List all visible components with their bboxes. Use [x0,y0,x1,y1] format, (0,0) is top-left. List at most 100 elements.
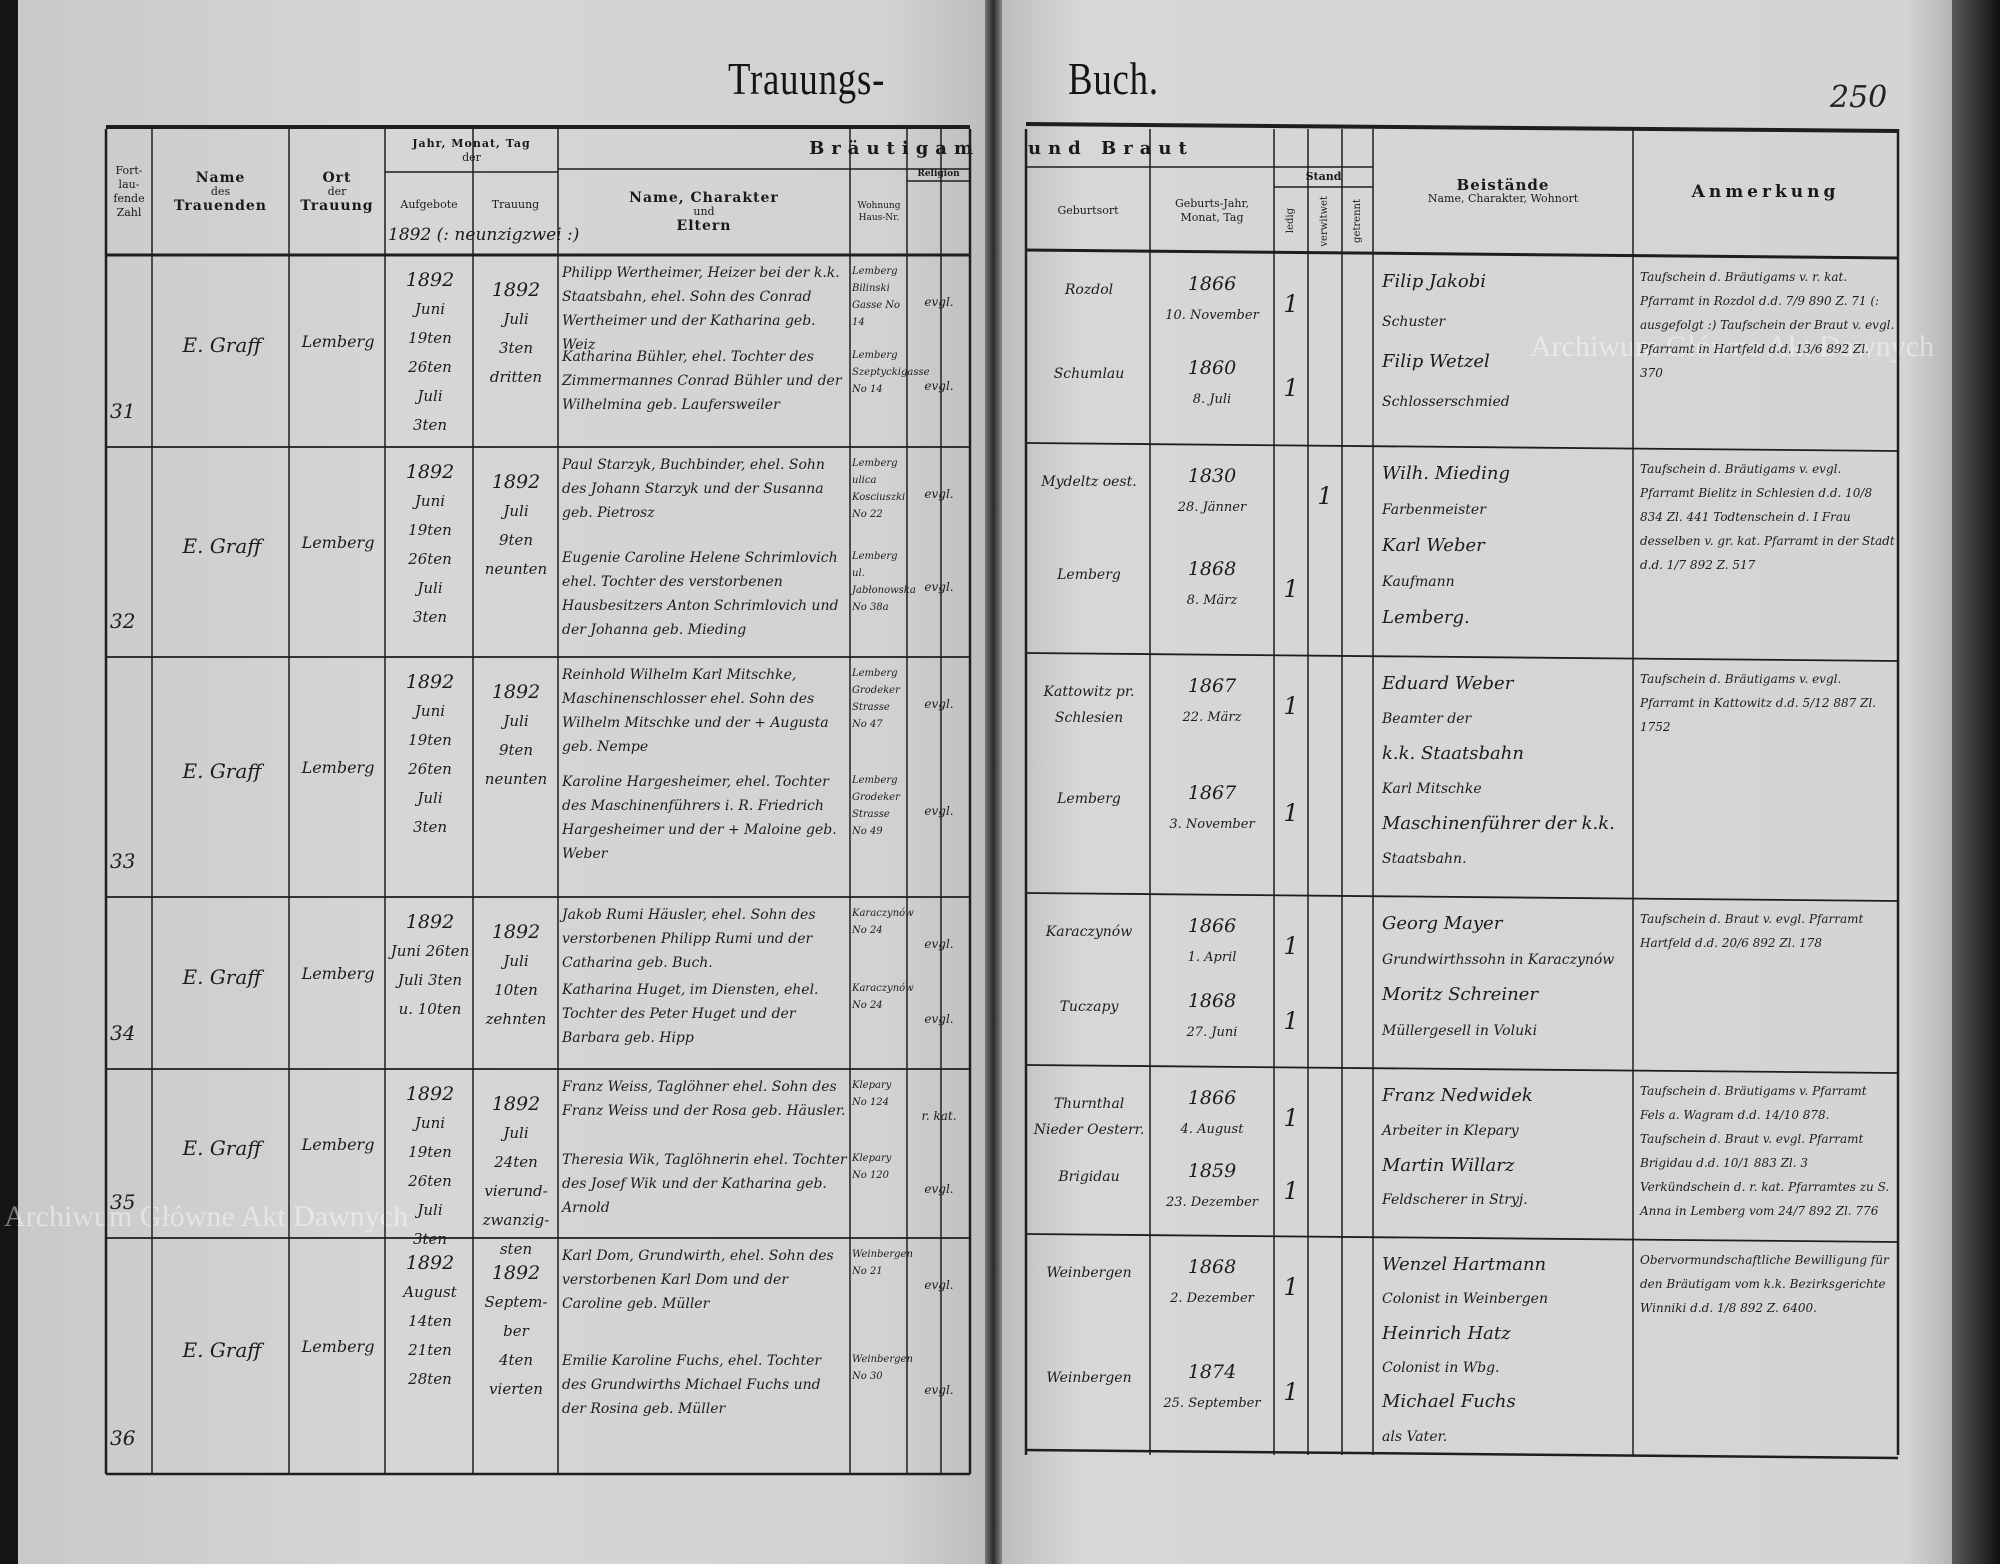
beistand-line: Feldscherer in Stryj. [1382,1192,1528,1209]
header-fortlaufende-zahl: Fort-lau-fende Zahl [113,164,145,219]
aufgebote-date: Juli [417,789,443,807]
table-rule [1025,442,1899,452]
bride-stand-mark: 1 [1283,1177,1299,1205]
groom-geburtstag: 22. März [1182,710,1242,725]
bride-stand-mark: 1 [1283,1378,1299,1406]
aufgebote-date: 19ten [408,329,452,347]
trauung-date: zwanzig- [482,1211,550,1229]
trauung-date: 1892 [491,1262,541,1284]
bride-geburtstag: 3. November [1169,817,1255,832]
header-label: Name, Charakter [629,190,779,206]
trauung-date: 1892 [491,1093,541,1115]
header-label: getrennt [1351,199,1363,243]
aufgebote-date: 26ten [408,358,452,376]
aufgebote-date: Juli [417,387,443,405]
trauung-date: Juli [503,310,529,328]
aufgebote-date: 14ten [408,1312,452,1330]
groom-wohnung: Karaczynów No 24 [852,908,914,936]
header-label: Trauung [300,198,374,214]
groom-geburtstag: 28. Jänner [1177,500,1247,515]
trauung-date: 1892 [491,921,541,943]
entry-number: 36 [110,1426,136,1450]
beistand-line: k.k. Staatsbahn [1382,743,1524,764]
anmerkung-text: Taufschein d. Braut v. evgl. Pfarramt Ha… [1640,912,1864,950]
groom-geburtstag: 4. August [1180,1122,1244,1137]
trauender-name: E. Graff [182,333,262,357]
aufgebote-date: Juli 3ten [397,971,463,989]
header-label: Ort [322,170,352,186]
beistand-line: Kaufmann [1382,574,1455,590]
trauung-date: 9ten [498,531,534,549]
header-label: der [327,185,347,198]
groom-geburtsort: Thurnthal Nieder Oesterr. [1033,1096,1145,1138]
trauung-date: dritten [489,368,543,386]
trauung-date: ber [503,1322,529,1340]
aufgebote-date: Juli [417,579,443,597]
bride-wohnung: Karaczynów No 24 [852,983,914,1011]
table-rule [1025,892,1899,902]
trauung-date: Juli [503,502,529,520]
groom-stand-mark: 1 [1283,1273,1299,1301]
trauung-date: 1892 [491,279,541,301]
groom-geburtsort: Kattowitz pr. Schlesien [1043,684,1135,726]
groom-name-charakter: Karl Dom, Grundwirth, ehel. Sohn des ver… [562,1248,834,1312]
bride-geburtsjahr: 1860 [1187,357,1237,379]
groom-geburtsort: Mydeltz oest. [1041,474,1137,490]
bride-geburtsort: Lemberg [1057,791,1121,807]
bride-geburtsjahr: 1867 [1187,782,1237,804]
aufgebote-date: 19ten [408,521,452,539]
bride-stand-mark: 1 [1283,374,1299,402]
beistand-line: Martin Willarz [1382,1154,1515,1176]
bride-wohnung: Lemberg Grodeker Strasse No 49 [852,775,900,837]
beistand-line: Beamter der [1382,711,1472,727]
trauung-date: Juli [503,1124,529,1142]
groom-geburtsort: Karaczynów [1045,924,1133,940]
aufgebote-date: 3ten [412,1230,448,1248]
groom-stand-mark: 1 [1283,290,1299,318]
bride-religion: evgl. [924,379,954,393]
header-label: Name [195,170,246,186]
trauender-name: E. Graff [182,534,262,558]
table-rule [1025,248,1899,260]
header-label: Jahr, Monat, Tag [412,136,531,150]
groom-geburtsjahr: 1867 [1187,675,1237,697]
header-geburtsort: Geburtsort [1057,204,1119,217]
trauender-name: E. Graff [182,965,262,989]
aufgebote-date: 3ten [412,608,448,626]
anmerkung-text: Taufschein d. Bräutigams v. evgl. Pfarra… [1640,672,1877,734]
groom-religion: evgl. [924,1278,954,1292]
trauender-name: E. Graff [182,1338,262,1362]
page-number: 250 [1830,80,1888,115]
beistand-line: Maschinenführer der k.k. [1382,813,1615,834]
bride-wohnung: Klepary No 120 [852,1153,892,1181]
aufgebote-date: 26ten [408,760,452,778]
page-edge [1952,0,2000,1564]
beistand-line: Eduard Weber [1382,673,1514,694]
groom-religion: r. kat. [921,1109,957,1123]
trauung-date: neunten [484,770,548,788]
groom-stand-mark: 1 [1283,692,1299,720]
groom-geburtsjahr: 1866 [1187,915,1237,937]
header-braeutigam: Bräutigam [809,138,980,159]
aufgebote-date: 1892 [405,1083,455,1105]
groom-geburtsort: Weinbergen [1046,1265,1132,1281]
aufgebote-date: 1892 [405,1252,455,1274]
bride-name-charakter: Eugenie Caroline Helene Schrimlovich ehe… [562,550,839,638]
bride-geburtsjahr: 1859 [1187,1160,1237,1182]
watermark: Archiwum Główne Akt Dawnych [4,1200,409,1233]
bride-geburtstag: 8. Juli [1192,392,1232,407]
beistand-line: Karl Weber [1382,535,1485,556]
bride-wohnung: Lemberg Szeptyckigasse No 14 [852,350,930,395]
groom-stand-mark: 1 [1283,1104,1299,1132]
trauung-date: sten [499,1240,533,1258]
beistand-line: Wilh. Mieding [1382,463,1510,484]
bride-geburtsjahr: 1874 [1187,1361,1237,1383]
header-verwitwet: verwitwet [1308,187,1342,255]
bride-geburtsort: Lemberg [1057,567,1121,583]
aufgebote-date: Juli [417,1201,443,1219]
bride-geburtstag: 8. März [1186,593,1238,608]
groom-name-charakter: Jakob Rumi Häusler, ehel. Sohn des verst… [562,907,816,971]
header-label: und [693,205,715,218]
beistand-line: Colonist in Wbg. [1382,1360,1500,1376]
